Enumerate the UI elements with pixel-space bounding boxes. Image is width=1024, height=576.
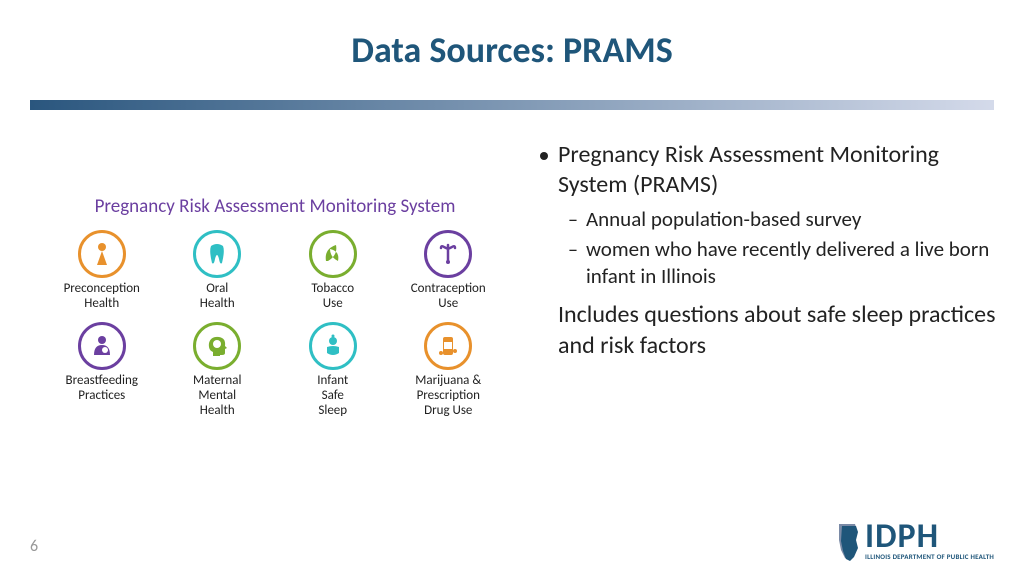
logo-sub: ILLINOIS DEPARTMENT OF PUBLIC HEALTH [865,552,994,561]
icon-label: Marijuana & Prescription Drug Use [415,374,481,419]
icon-label: Oral Health [200,282,235,312]
icon-cell-oral: Oral Health [164,230,272,312]
bullet-text: Pregnancy Risk Assessment Monitoring Sys… [558,140,1000,200]
pills-icon [424,322,472,370]
icon-cell-infant: Infant Safe Sleep [279,322,387,419]
sub-bullet-text: Annual population-based survey [586,206,861,232]
tooth-icon [193,230,241,278]
head-icon [193,322,241,370]
bullet-prams: Pregnancy Risk Assessment Monitoring Sys… [540,140,1000,200]
page-number: 6 [30,537,38,556]
leaf-icon [309,230,357,278]
icon-cell-mental: Maternal Mental Health [164,322,272,419]
bullet-dot-icon [540,152,548,160]
icon-grid: Preconception Health Oral Health Tobacco… [30,230,520,419]
divider-bar [30,100,994,110]
sub-bullet-survey: – Annual population-based survey [568,206,1000,232]
logo-text-block: IDPH ILLINOIS DEPARTMENT OF PUBLIC HEALT… [865,523,994,561]
icon-cell-tobacco: Tobacco Use [279,230,387,312]
body-text: Includes questions about safe sleep prac… [558,299,1000,361]
icon-label: Maternal Mental Health [193,374,241,419]
infant-icon [309,322,357,370]
female-icon [78,230,126,278]
icon-cell-breastfeeding: Breastfeeding Practices [48,322,156,419]
right-panel: Pregnancy Risk Assessment Monitoring Sys… [540,140,1000,361]
dash-icon: – [568,238,578,289]
sub-bullet-text: women who have recently delivered a live… [586,236,1000,289]
prams-heading: Pregnancy Risk Assessment Monitoring Sys… [30,195,520,218]
icon-cell-contraception: Contraception Use [395,230,503,312]
icon-label: Preconception Health [64,282,140,312]
idph-logo: IDPH ILLINOIS DEPARTMENT OF PUBLIC HEALT… [835,522,994,562]
icon-cell-drugs: Marijuana & Prescription Drug Use [395,322,503,419]
icon-label: Breastfeeding Practices [66,374,138,404]
left-panel: Pregnancy Risk Assessment Monitoring Sys… [30,195,520,419]
icon-cell-preconception: Preconception Health [48,230,156,312]
logo-main: IDPH [865,523,994,552]
slide-title: Data Sources: PRAMS [0,28,1024,72]
icon-label: Infant Safe Sleep [317,374,348,419]
breastfeeding-icon [78,322,126,370]
icon-label: Tobacco Use [311,282,354,312]
icon-label: Contraception Use [411,282,486,312]
sub-bullet-women: – women who have recently delivered a li… [568,236,1000,289]
iud-icon [424,230,472,278]
illinois-shape-icon [835,522,861,562]
slide: { "title": { "text": "Data Sources: PRAM… [0,0,1024,576]
dash-icon: – [568,208,578,232]
